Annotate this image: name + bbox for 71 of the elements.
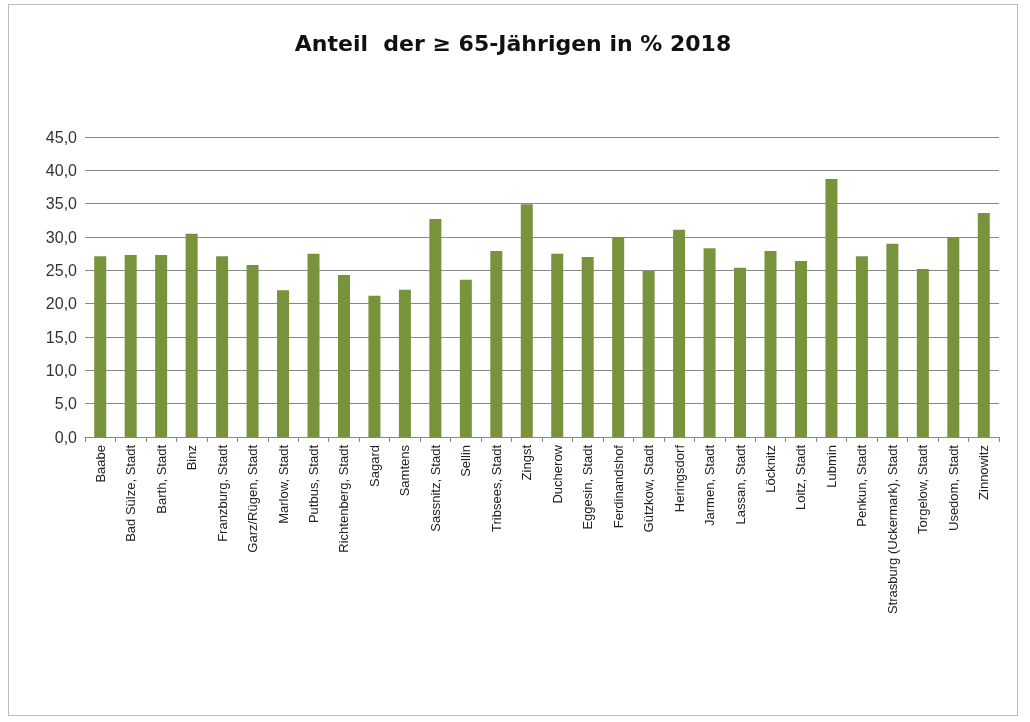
x-tick-label: Franzburg, Stadt — [214, 444, 230, 542]
bar — [490, 251, 503, 437]
x-tick-label: Löcknitz — [763, 445, 778, 493]
y-tick-label: 15,0 — [45, 328, 78, 346]
y-tick-label: 5,0 — [54, 395, 78, 413]
x-tick-label: Ferdinandshof — [610, 444, 626, 529]
x-tick-label: Baabe — [92, 445, 108, 483]
x-tick-label: Sagard — [366, 445, 382, 487]
bar — [551, 253, 564, 437]
bar — [977, 213, 990, 437]
bar — [886, 243, 899, 437]
x-tick-label: Sassnitz, Stadt — [427, 444, 443, 532]
x-tick-label: Usedom, Stadt — [945, 444, 961, 531]
bar — [277, 290, 290, 437]
x-tick-label: Samtens — [397, 444, 413, 497]
x-tick-label: Marlow, Stadt — [275, 444, 291, 524]
bar — [337, 275, 350, 437]
x-tick-label: Strasburg (Uckermark), Stadt — [884, 444, 900, 615]
y-tick-label: 0,0 — [54, 428, 78, 446]
bar — [94, 256, 107, 437]
x-tick-label: Eggesin, Stadt — [580, 444, 596, 530]
x-tick-label: Bad Sülze, Stadt — [123, 444, 139, 542]
x-tick-label: Zinnowitz — [976, 445, 992, 500]
x-tick-label: Jarmen, Stadt — [702, 444, 718, 526]
x-tick-label: Zingst — [519, 444, 535, 481]
bar — [612, 237, 625, 437]
bar — [673, 229, 686, 437]
bar — [459, 279, 472, 437]
bar — [734, 267, 747, 437]
chart-title: Anteil der ≥ 65-Jährigen in % 2018 — [294, 30, 732, 56]
bar — [764, 251, 777, 437]
x-tick-label: Gützkow, Stadt — [641, 444, 657, 533]
x-tick-label: Torgelow, Stadt — [915, 444, 931, 534]
bar — [216, 256, 229, 437]
x-tick-label: Ducherow — [549, 444, 565, 504]
bar — [520, 204, 533, 437]
bar — [398, 289, 411, 437]
y-tick-label: 10,0 — [45, 361, 78, 379]
y-tick-label: 20,0 — [45, 295, 78, 313]
y-tick-label: 25,0 — [45, 261, 78, 279]
bar — [642, 271, 655, 437]
bar — [124, 255, 137, 437]
bar — [947, 237, 960, 437]
x-tick-label: Tribsees, Stadt — [488, 444, 504, 532]
bar — [855, 256, 868, 437]
x-tick-label: Sellin — [458, 445, 474, 477]
bar — [185, 233, 198, 437]
x-tick-label: Lassan, Stadt — [732, 444, 748, 525]
y-tick-label: 40,0 — [45, 161, 78, 179]
x-tick-label: Heringsdorf — [671, 444, 687, 513]
bar — [794, 261, 807, 437]
x-tick-label: Loitz, Stadt — [793, 444, 809, 511]
bar — [825, 179, 838, 437]
x-tick-label: Putbus, Stadt — [306, 444, 321, 524]
y-tick-label: 30,0 — [45, 228, 78, 246]
x-tick-label: Garz/Rügen, Stadt — [245, 444, 261, 553]
bar — [246, 265, 259, 437]
bar — [703, 248, 716, 437]
x-tick-label: Binz — [184, 445, 200, 471]
bar — [307, 253, 320, 437]
x-tick-label: Richtenberg, Stadt — [336, 444, 352, 553]
bar — [916, 269, 929, 437]
y-tick-label: 35,0 — [45, 195, 78, 213]
bar — [429, 219, 442, 437]
x-tick-label: Penkun, Stadt — [854, 444, 870, 527]
y-tick-label: 45,0 — [45, 128, 78, 146]
bar — [155, 255, 168, 437]
bar — [368, 295, 381, 437]
bar — [581, 257, 594, 437]
x-tick-label: Barth, Stadt — [153, 444, 169, 514]
x-tick-label: Lubmin — [823, 445, 839, 488]
